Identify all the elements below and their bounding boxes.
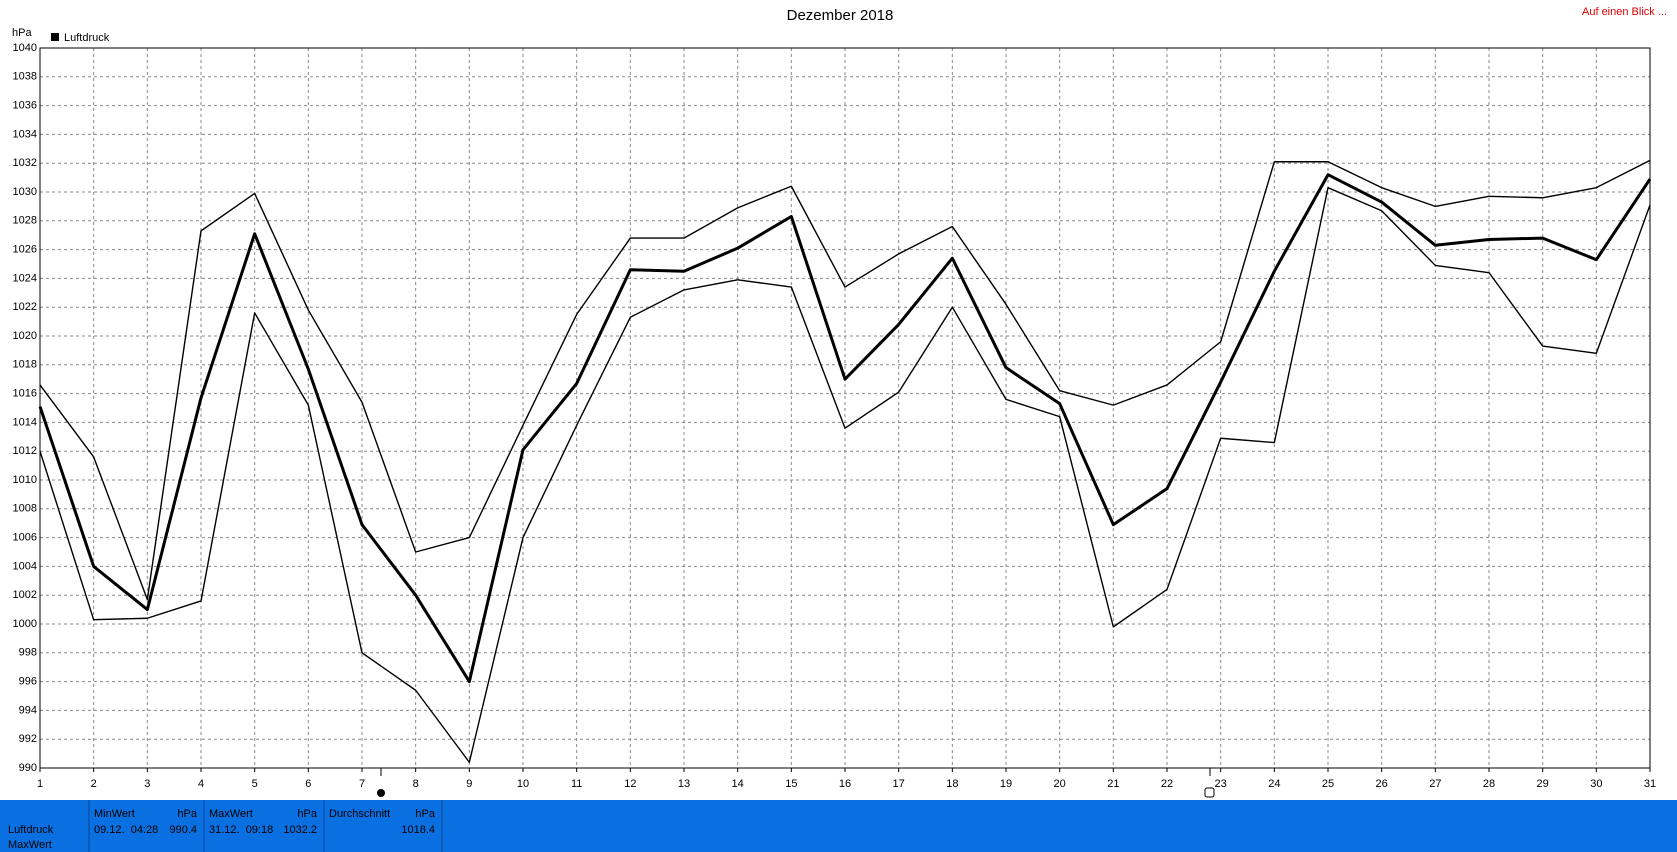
value: 1032.2: [283, 824, 317, 836]
marker-dot: [377, 789, 385, 797]
y-tick-label: 1024: [13, 272, 37, 284]
summary-cell: Durchschnitt hPa 1018.4: [325, 800, 443, 852]
unit: hPa: [297, 808, 317, 820]
x-tick-label: 10: [517, 778, 529, 790]
x-tick-label: 17: [893, 778, 905, 790]
x-tick-label: 15: [785, 778, 797, 790]
row-labels: Luftdruck MaxWert: [0, 800, 90, 852]
chart-title: Dezember 2018: [787, 7, 894, 24]
y-tick-label: 1002: [13, 589, 37, 601]
summary-cell: MaxWert hPa 31.12. 09:18 1032.2: [205, 800, 325, 852]
series-line: [38, 173, 1652, 684]
y-tick-label: 998: [19, 647, 37, 659]
grid: [39, 47, 1651, 769]
x-tick-label: 13: [678, 778, 690, 790]
y-tick-label: 1030: [13, 186, 37, 198]
x-tick-label: 9: [466, 778, 472, 790]
marker-square: [1204, 787, 1215, 798]
x-tick-label: 23: [1215, 778, 1227, 790]
x-tick-label: 14: [732, 778, 744, 790]
y-tick-label: 1020: [13, 330, 37, 342]
x-tick-label: 22: [1161, 778, 1173, 790]
x-tick-label: 7: [359, 778, 365, 790]
header: Durchschnitt: [329, 808, 391, 820]
value: 1018.4: [401, 824, 435, 836]
y-tick-label: 1018: [13, 359, 37, 371]
unit: hPa: [415, 808, 435, 820]
summary-panel: Luftdruck MaxWert MinWert hPa 09.12. 04:…: [0, 800, 1677, 852]
x-tick-label: 12: [624, 778, 636, 790]
y-tick-label: 1038: [13, 71, 37, 83]
x-tick-label: 4: [198, 778, 204, 790]
summary-cell: MinWert hPa 09.12. 04:28 990.4: [90, 800, 205, 852]
y-tick-label: 990: [19, 762, 37, 774]
y-tick-label: 1008: [13, 503, 37, 515]
x-tick-label: 19: [1000, 778, 1012, 790]
y-tick-label: 1036: [13, 100, 37, 112]
y-tick-label: 1016: [13, 388, 37, 400]
value: 990.4: [169, 824, 197, 836]
x-tick-label: 27: [1429, 778, 1441, 790]
y-tick-label: 1028: [13, 215, 37, 227]
legend-label: Luftdruck: [64, 32, 110, 44]
link[interactable]: Auf einen Blick ...: [1582, 6, 1667, 18]
x-tick-label: 3: [144, 778, 150, 790]
header: MinWert: [94, 808, 135, 820]
x-tick-label: 30: [1590, 778, 1602, 790]
x-tick-label: 8: [413, 778, 419, 790]
row-label: MaxWert: [8, 839, 52, 851]
y-tick-label: 1006: [13, 532, 37, 544]
header: MaxWert: [209, 808, 253, 820]
x-tick-label: 28: [1483, 778, 1495, 790]
x-tick-label: 31: [1644, 778, 1656, 790]
time: 31.12. 09:18: [209, 824, 274, 836]
y-tick-label: 1022: [13, 301, 37, 313]
unit: hPa: [177, 808, 197, 820]
x-tick-label: 1: [37, 778, 43, 790]
x-tick-label: 11: [571, 778, 582, 790]
y-tick-label: 1034: [13, 128, 37, 140]
x-tick-label: 2: [91, 778, 97, 790]
y-tick-label: 1010: [13, 474, 37, 486]
chart: Dezember 2018 hPa Luftdruck 990 992 994 996…: [12, 7, 1656, 798]
x-tick-label: 24: [1268, 778, 1280, 790]
y-tick-label: 1012: [13, 445, 37, 457]
series-line: [39, 186, 1651, 763]
x-tick-label: 29: [1537, 778, 1549, 790]
x-tick-label: 20: [1054, 778, 1066, 790]
y-tick-label: 992: [19, 733, 37, 745]
series-line: [39, 159, 1651, 601]
y-tick-label: 1026: [13, 244, 37, 256]
y-tick-label: 1032: [13, 157, 37, 169]
x-tick-label: 21: [1107, 778, 1119, 790]
x-tick-label: 6: [305, 778, 311, 790]
y-tick-label: 1004: [13, 560, 37, 572]
y-tick-label: 994: [19, 704, 37, 716]
y-axis-label: hPa: [12, 27, 32, 39]
x-tick-label: 18: [946, 778, 958, 790]
y-tick-label: 1040: [13, 42, 37, 54]
y-tick-label: 996: [19, 676, 37, 688]
x-tick-label: 25: [1322, 778, 1334, 790]
time: 09.12. 04:28: [94, 824, 159, 836]
legend-swatch: [51, 33, 59, 41]
x-tick-label: 26: [1376, 778, 1388, 790]
y-tick-label: 1014: [13, 416, 37, 428]
row-label: Luftdruck: [8, 824, 54, 836]
x-tick-label: 16: [839, 778, 851, 790]
x-tick-label: 5: [252, 778, 258, 790]
y-tick-label: 1000: [13, 618, 37, 630]
